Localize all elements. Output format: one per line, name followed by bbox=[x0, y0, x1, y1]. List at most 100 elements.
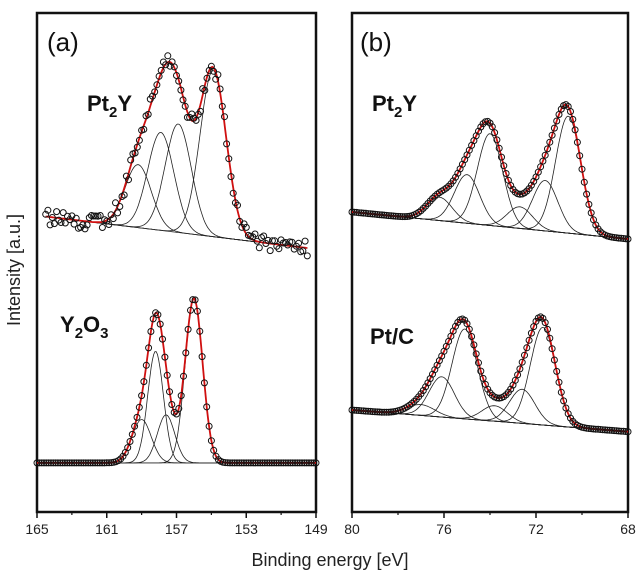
x-axis-label: Binding energy [eV] bbox=[251, 550, 408, 570]
data-point bbox=[364, 407, 372, 415]
data-point bbox=[298, 459, 306, 467]
data-point bbox=[300, 459, 308, 467]
data-point bbox=[100, 459, 108, 467]
data-point bbox=[64, 212, 71, 220]
data-point bbox=[546, 334, 554, 342]
panel-b: (b) 80 76 72 68 Pt2Y Pt/C bbox=[344, 11, 636, 537]
data-point bbox=[53, 208, 61, 216]
data-point bbox=[387, 212, 395, 220]
data-point bbox=[576, 152, 584, 160]
data-point bbox=[362, 209, 370, 217]
data-point bbox=[227, 173, 235, 181]
data-point bbox=[163, 371, 171, 379]
data-point bbox=[91, 459, 99, 467]
data-point bbox=[98, 459, 106, 467]
x-tick-label: 161 bbox=[95, 521, 119, 537]
data-point bbox=[245, 459, 253, 467]
data-point bbox=[518, 190, 526, 198]
data-point bbox=[242, 459, 250, 467]
data-point bbox=[555, 111, 563, 118]
panel-b-pt2y-spectrum bbox=[348, 101, 632, 243]
data-point bbox=[603, 426, 611, 434]
panel-a-x-ticks: 165 161 157 153 149 bbox=[25, 512, 328, 537]
panel-a-y2o3-label: Y2O3 bbox=[60, 312, 109, 342]
data-point bbox=[468, 333, 476, 340]
data-point bbox=[83, 221, 91, 229]
data-point bbox=[348, 208, 356, 216]
data-point bbox=[149, 315, 157, 323]
data-point bbox=[530, 323, 538, 331]
data-point bbox=[207, 62, 215, 70]
data-point bbox=[447, 180, 455, 188]
data-point bbox=[504, 176, 512, 184]
data-point bbox=[47, 459, 55, 467]
data-point bbox=[221, 459, 229, 467]
data-point bbox=[410, 398, 418, 405]
data-point bbox=[212, 452, 220, 460]
data-point bbox=[128, 430, 136, 438]
data-point bbox=[94, 459, 101, 467]
data-point bbox=[422, 202, 430, 210]
data-point bbox=[360, 209, 367, 217]
data-point bbox=[544, 325, 551, 333]
data-point bbox=[355, 407, 363, 414]
data-point bbox=[129, 150, 137, 158]
data-point bbox=[45, 459, 53, 467]
data-point bbox=[228, 459, 236, 467]
data-point bbox=[125, 176, 132, 184]
data-point bbox=[116, 203, 124, 210]
data-point bbox=[525, 336, 533, 344]
data-point bbox=[180, 372, 187, 380]
data-point bbox=[373, 408, 381, 416]
data-point bbox=[182, 349, 190, 357]
data-point bbox=[153, 81, 161, 89]
panel-b-frame bbox=[350, 11, 630, 514]
data-point bbox=[193, 307, 201, 315]
data-point bbox=[270, 459, 278, 467]
data-point bbox=[599, 230, 607, 238]
data-point bbox=[606, 426, 614, 434]
data-point bbox=[530, 177, 538, 185]
data-point bbox=[192, 116, 200, 124]
data-point bbox=[378, 408, 386, 416]
data-point bbox=[303, 459, 311, 467]
data-point bbox=[488, 123, 496, 131]
data-point bbox=[82, 459, 90, 467]
data-point bbox=[240, 459, 248, 467]
data-point bbox=[366, 407, 374, 415]
data-point bbox=[560, 102, 568, 110]
data-point bbox=[610, 427, 618, 435]
data-point bbox=[154, 311, 162, 319]
data-point bbox=[403, 213, 411, 220]
data-point bbox=[164, 52, 172, 60]
data-point bbox=[521, 351, 528, 359]
data-point bbox=[389, 408, 397, 416]
data-point bbox=[184, 325, 192, 333]
data-point bbox=[224, 459, 232, 467]
data-point bbox=[89, 459, 97, 467]
data-point bbox=[500, 162, 508, 170]
data-point bbox=[166, 388, 173, 396]
data-point bbox=[118, 193, 126, 200]
data-point bbox=[355, 209, 363, 217]
data-point bbox=[590, 425, 597, 433]
data-point bbox=[380, 211, 388, 219]
data-point bbox=[275, 459, 283, 467]
data-point bbox=[145, 344, 153, 352]
data-point bbox=[353, 406, 361, 414]
data-point bbox=[587, 209, 595, 217]
data-point bbox=[135, 136, 143, 144]
data-point bbox=[608, 426, 616, 434]
data-point bbox=[68, 459, 76, 467]
y-axis-label: Intensity [a.u.] bbox=[4, 214, 24, 326]
data-point bbox=[84, 459, 92, 467]
data-point bbox=[190, 114, 198, 122]
data-point bbox=[247, 459, 255, 467]
data-point bbox=[33, 459, 41, 467]
data-point bbox=[560, 397, 568, 405]
data-point bbox=[360, 407, 367, 415]
data-point bbox=[142, 361, 150, 369]
data-point bbox=[87, 459, 94, 467]
data-point bbox=[207, 437, 215, 445]
data-point bbox=[66, 459, 74, 467]
